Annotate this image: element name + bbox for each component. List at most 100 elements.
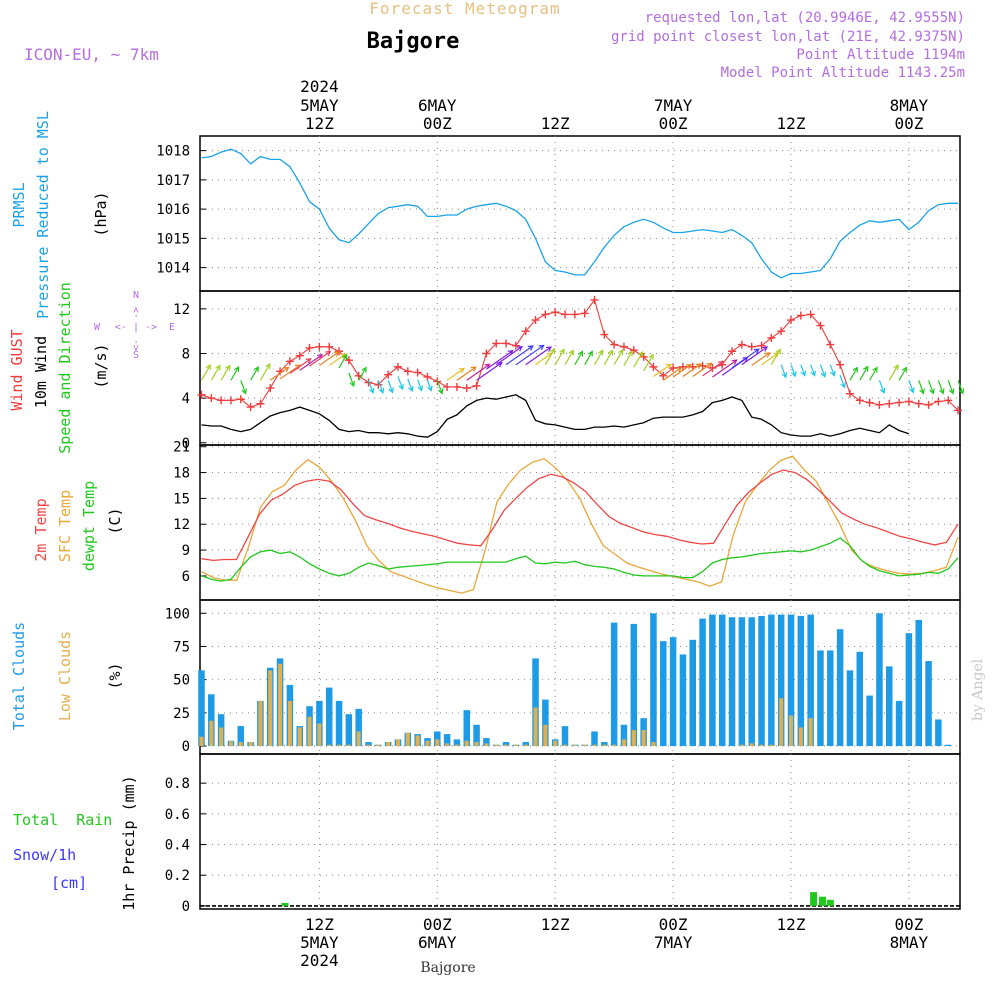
bottom-time-label: 7MAY (654, 933, 693, 952)
low-cloud-bar (219, 727, 224, 747)
top-time-label: 00Z (659, 114, 688, 133)
arrow-head (607, 349, 614, 356)
wind-direction-arrow (770, 348, 781, 365)
gust-point (364, 378, 373, 387)
compass-e: E (169, 322, 175, 333)
arrow-shaft (309, 350, 331, 367)
arrow-head (781, 372, 788, 379)
gust-point (777, 327, 786, 336)
arrow-head (863, 365, 869, 372)
snow-label: Snow/1h (13, 846, 76, 864)
gust-point (472, 381, 481, 390)
arrow-head (368, 387, 375, 395)
y-tick-label: 0.6 (165, 807, 190, 823)
wind-direction-arrow (515, 344, 545, 366)
total-cloud-bar (895, 700, 903, 747)
top-time-label: 12Z (541, 114, 570, 133)
arrow-head (919, 388, 925, 395)
arrow-head (559, 348, 565, 355)
low-cloud-bar (533, 707, 538, 747)
arrow-head (361, 366, 367, 373)
y-tick-label: 1018 (156, 144, 190, 160)
total-cloud-bar (208, 694, 215, 747)
arrow-shaft (613, 349, 624, 365)
wind-direction-arrow (319, 351, 340, 366)
gust-point (393, 362, 402, 371)
arrow-shaft (269, 366, 289, 381)
arrow-head (852, 366, 858, 373)
low-cloud-bar (238, 742, 243, 747)
arrow-head (458, 367, 466, 374)
wind-direction-arrow (348, 372, 355, 388)
arrow-head (618, 348, 624, 355)
gust-point (610, 340, 619, 349)
arrow-shaft (210, 365, 221, 381)
arrow-shaft (731, 348, 760, 369)
wind-direction-arrow (387, 380, 394, 394)
arrow-shaft (927, 380, 934, 394)
wind-direction-arrow (210, 364, 221, 381)
low-cloud-bar (621, 739, 626, 747)
gust-point (521, 327, 530, 336)
total-cloud-bar (630, 623, 638, 747)
wind-direction-arrow (869, 366, 878, 381)
low-cloud-bar (248, 742, 253, 747)
location-title: Bajgore (367, 29, 460, 54)
low-cloud-bar (317, 723, 322, 747)
low-cloud-bar (631, 730, 636, 747)
low-cloud-bar (464, 740, 469, 747)
bottom-time-label: 5MAY (300, 933, 339, 952)
gust-point (217, 396, 226, 405)
y-tick-label: 15 (173, 491, 190, 507)
wind-direction-arrow (436, 380, 444, 395)
arrow-shaft (692, 362, 712, 377)
arrow-head (764, 352, 771, 358)
wind-direction-arrow (535, 352, 553, 366)
top-time-label: 6MAY (418, 96, 457, 115)
low-cloud-bar (386, 742, 391, 747)
compass-n: N (133, 290, 139, 301)
low-cloud-bar (405, 732, 410, 747)
arrow-shaft (417, 379, 423, 391)
arrow-head (695, 363, 702, 369)
arrow-shaft (367, 380, 374, 394)
low-cloud-bar (494, 744, 499, 747)
arrow-shaft (957, 380, 964, 394)
wind-direction-arrow (200, 363, 211, 381)
gust-point (541, 310, 550, 319)
arrow-shaft (466, 363, 490, 381)
gust-point (511, 341, 520, 350)
wind-direction-arrow (888, 363, 899, 381)
low-cloud-bar (641, 730, 646, 747)
wind-direction-arrow (623, 350, 633, 366)
t2m-label: 2m Temp (32, 498, 50, 561)
low-clouds-label: Low Clouds (56, 631, 74, 721)
wind-direction-arrow (269, 366, 290, 381)
model-altitude: Model Point Altitude 1143.25m (721, 65, 965, 81)
gust-point (865, 398, 874, 407)
wind-direction-arrow (937, 380, 945, 395)
arrow-head (627, 350, 633, 357)
total-cloud-bar (610, 622, 618, 747)
total-cloud-bar (728, 617, 736, 747)
arrow-head (762, 346, 769, 352)
low-cloud-bar (602, 744, 607, 747)
y-tick-label: 0 (182, 899, 190, 915)
wind-direction-arrow (456, 366, 477, 381)
low-cloud-bar (346, 744, 351, 747)
bottom-time-label: 12Z (777, 915, 806, 934)
gust-point (914, 399, 923, 408)
wind-direction-arrow (544, 347, 556, 365)
arrow-head (408, 385, 414, 393)
arrow-head (225, 364, 231, 371)
arrow-head (840, 382, 846, 389)
rain-bar (818, 896, 826, 906)
total-cloud-bar (483, 738, 490, 747)
arrow-head (568, 349, 574, 356)
gust-point (452, 382, 461, 391)
arrow-head (437, 388, 444, 395)
temp-labels: 2m Temp SFC Temp dewpt Temp (C) (32, 481, 124, 571)
arrow-shaft (623, 350, 633, 366)
low-cloud-bar (356, 731, 361, 747)
wind-direction-arrow (741, 346, 769, 366)
